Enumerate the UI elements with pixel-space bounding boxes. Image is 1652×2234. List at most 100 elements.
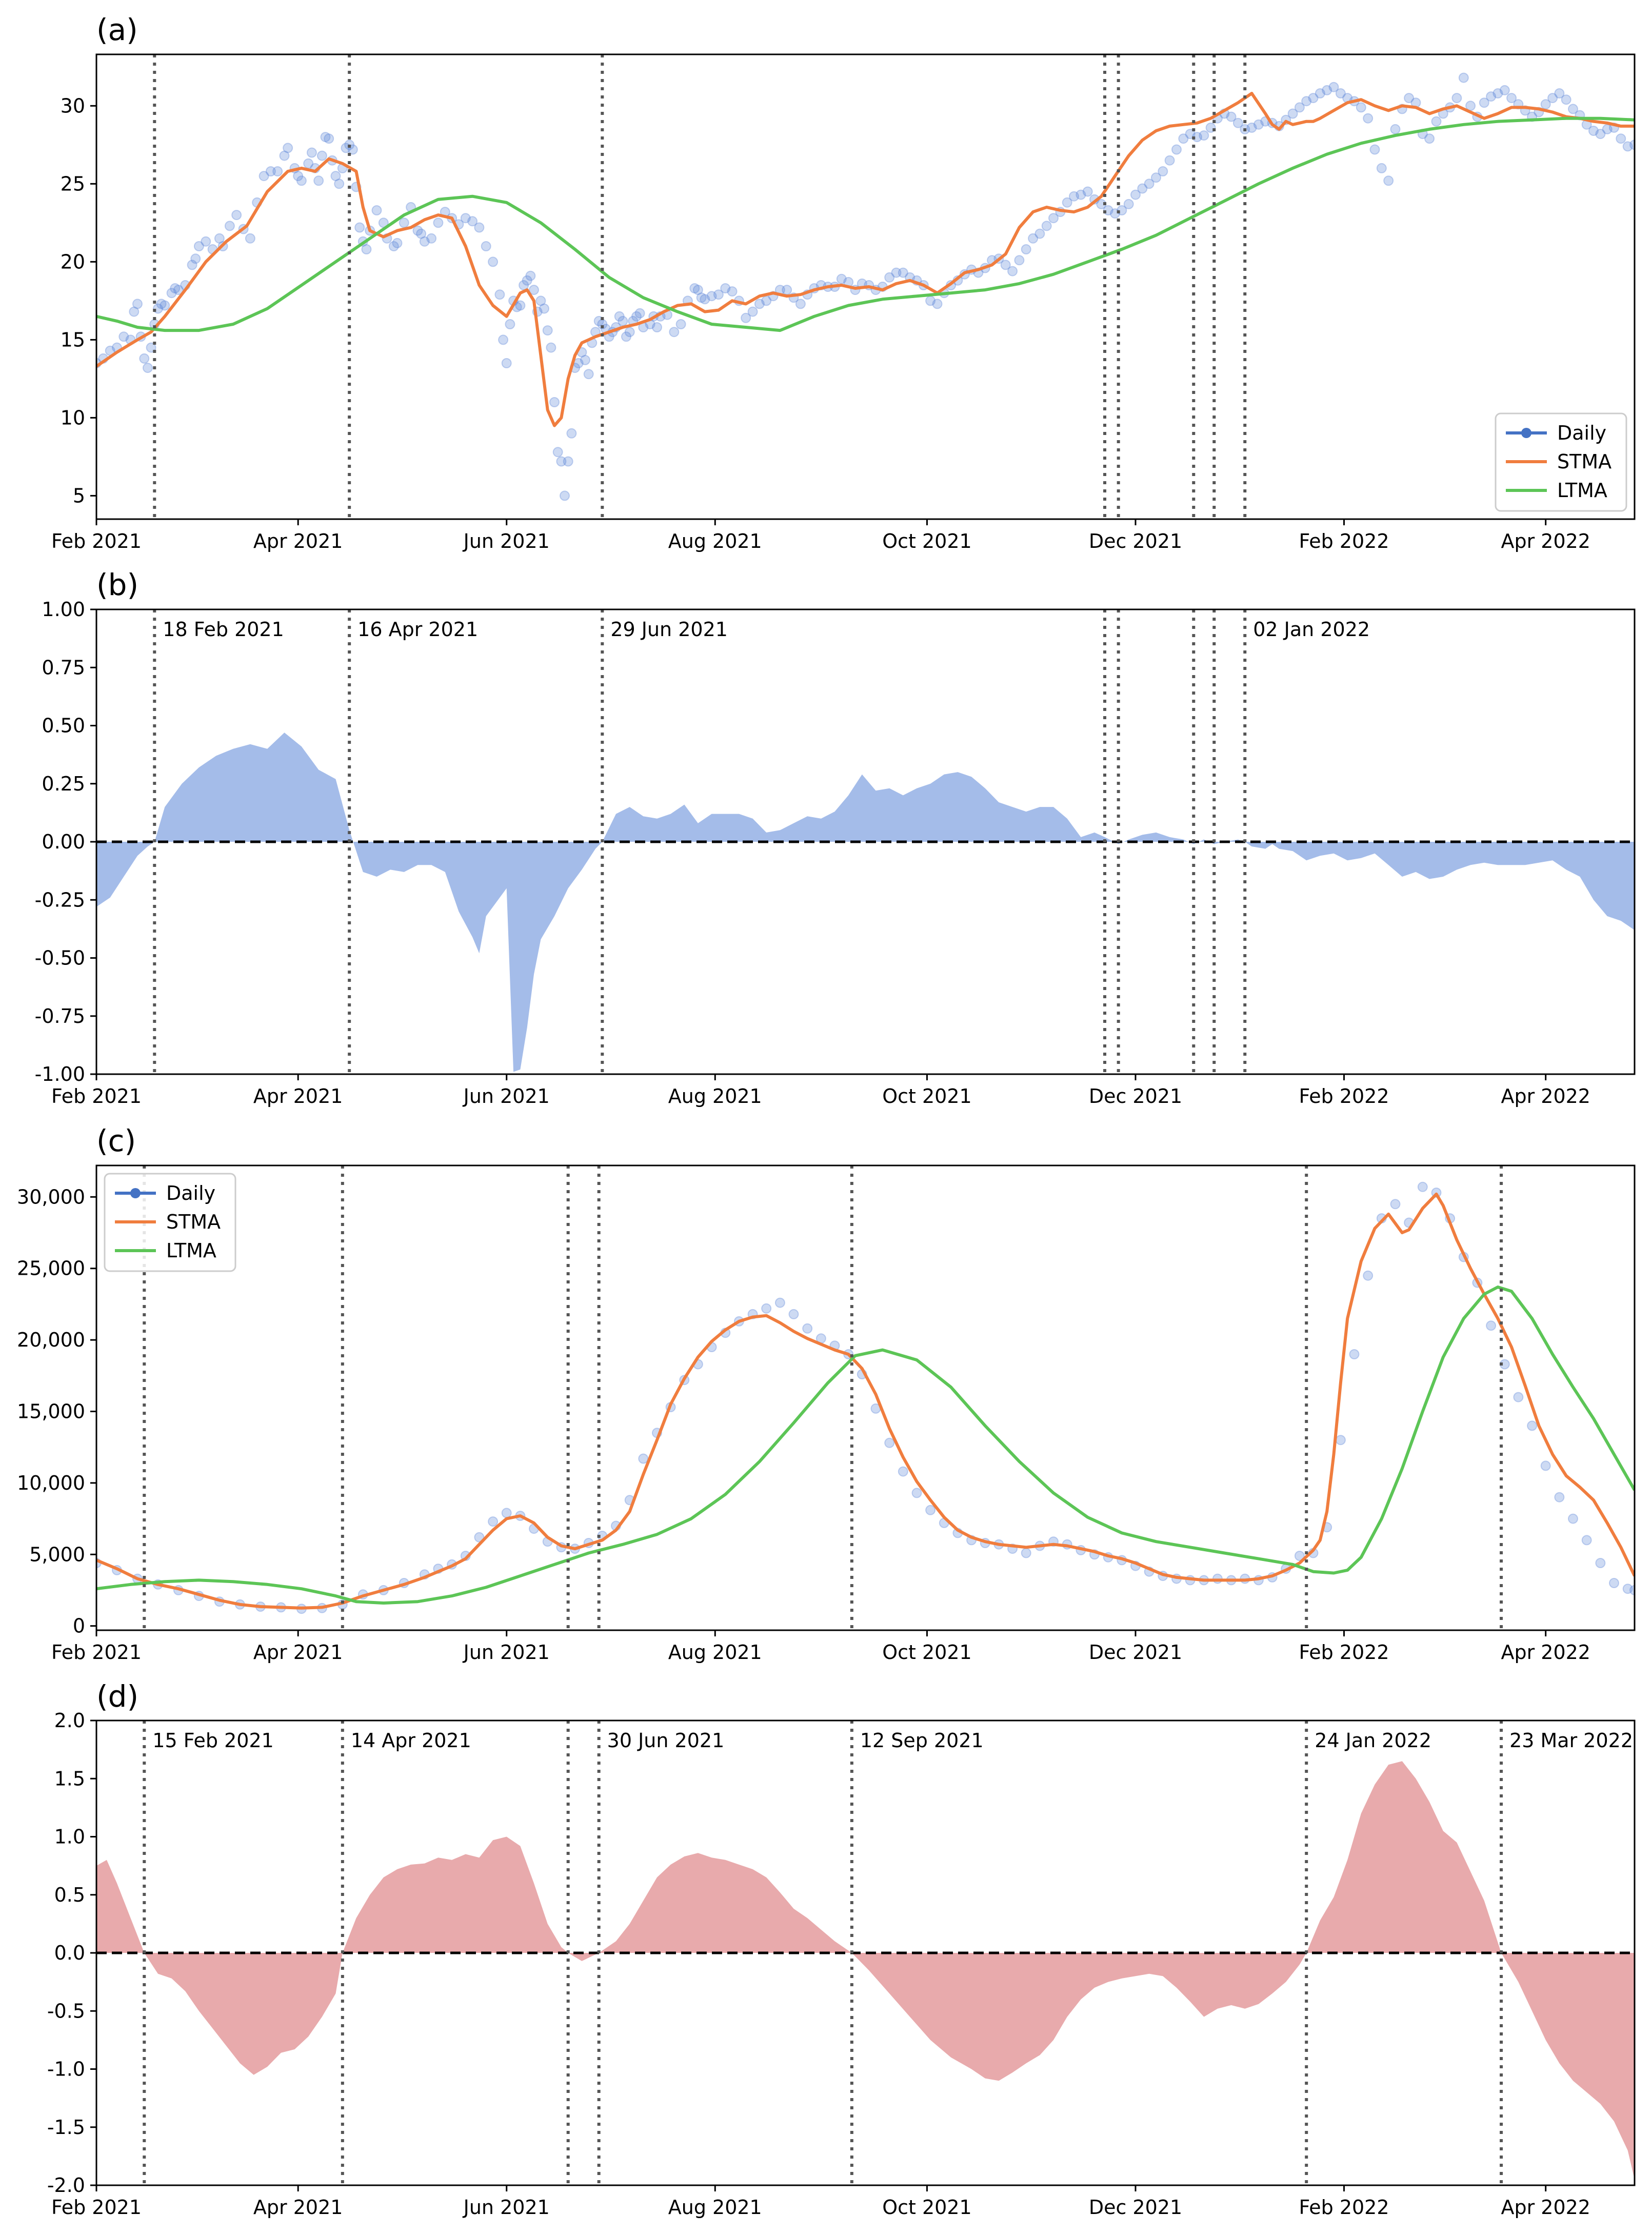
daily-point <box>631 311 642 322</box>
daily-point <box>501 358 512 368</box>
daily-point <box>313 175 324 186</box>
daily-point <box>1547 93 1558 104</box>
daily-point <box>1335 1435 1346 1446</box>
break-date-label: 24 Jan 2022 <box>1315 1729 1431 1752</box>
daily-point <box>201 236 211 247</box>
daily-point <box>1041 221 1052 231</box>
daily-point <box>689 283 700 293</box>
x-tick-label: Jun 2021 <box>463 2196 550 2219</box>
y-tick-label: 30,000 <box>17 1185 85 1208</box>
daily-point <box>1294 102 1305 113</box>
daily-point <box>283 143 293 153</box>
daily-point <box>265 166 276 176</box>
daily-point <box>1629 140 1635 150</box>
daily-point <box>1390 1199 1401 1210</box>
x-tick-label: Feb 2022 <box>1299 2196 1389 2219</box>
daily-point <box>474 1532 485 1543</box>
daily-point <box>546 342 556 353</box>
daily-point <box>898 1466 908 1477</box>
y-tick-label: -0.75 <box>35 1005 85 1027</box>
x-tick-label: Oct 2021 <box>882 1641 972 1664</box>
daily-point <box>1499 85 1510 95</box>
daily-point <box>460 213 471 224</box>
daily-point <box>1431 116 1442 127</box>
x-tick-label: Feb 2021 <box>51 1641 142 1664</box>
daily-point <box>426 233 437 244</box>
series-line-ltma <box>96 116 1635 332</box>
daily-point <box>1349 1349 1360 1359</box>
daily-point <box>118 331 129 342</box>
daily-point <box>296 175 307 186</box>
daily-point <box>1595 129 1606 140</box>
break-date-label: 23 Mar 2022 <box>1509 1729 1633 1752</box>
daily-point <box>1294 1551 1305 1561</box>
daily-point <box>190 253 201 264</box>
break-date-label: 14 Apr 2021 <box>351 1729 471 1752</box>
y-tick-label: 1.5 <box>54 1767 85 1790</box>
daily-point <box>1629 1585 1635 1595</box>
y-tick-label: 0.50 <box>42 715 85 737</box>
daily-point <box>1554 1492 1565 1502</box>
series-daily <box>96 1181 1635 1614</box>
daily-point <box>652 322 662 332</box>
daily-point <box>494 289 505 300</box>
daily-point <box>836 273 847 284</box>
daily-point <box>1253 119 1264 130</box>
daily-point <box>624 327 635 338</box>
daily-point <box>330 171 341 182</box>
x-tick-label: Feb 2022 <box>1299 1641 1389 1664</box>
x-tick-label: Apr 2021 <box>253 530 343 552</box>
break-date-label: 29 Jun 2021 <box>610 618 728 641</box>
y-tick-label: -0.25 <box>35 888 85 911</box>
daily-point <box>399 218 409 228</box>
daily-point <box>634 308 645 319</box>
y-tick-label: 25 <box>61 172 85 195</box>
break-date-label: 16 Apr 2021 <box>357 618 478 641</box>
daily-point <box>774 1297 785 1308</box>
x-tick-label: Aug 2021 <box>668 530 762 552</box>
panel-b: (b) 18 Feb 2021 16 Apr 2021 29 Jun 2021 02 … <box>35 567 1636 1108</box>
daily-point <box>1363 113 1374 124</box>
x-tick-label: Oct 2021 <box>882 530 972 552</box>
x-tick-label: Apr 2022 <box>1501 1641 1590 1664</box>
x-tick-label: Jun 2021 <box>463 1641 550 1664</box>
daily-point <box>925 1505 936 1515</box>
panel-label-d: (d) <box>96 1679 138 1714</box>
daily-point <box>334 179 345 189</box>
daily-point <box>474 222 485 233</box>
daily-point <box>1322 85 1332 95</box>
daily-point <box>1082 186 1093 197</box>
daily-point <box>761 1303 772 1314</box>
axes-frame <box>95 53 1636 520</box>
series-daily <box>96 72 1635 501</box>
daily-point <box>1301 96 1312 107</box>
daily-point <box>388 241 399 251</box>
daily-point <box>556 456 567 467</box>
daily-point <box>884 272 895 283</box>
plot-area <box>96 1761 1635 2180</box>
daily-point <box>467 216 478 227</box>
daily-point <box>498 334 509 345</box>
daily-point <box>1376 163 1387 173</box>
daily-point <box>563 456 573 467</box>
y-tick-label: 15,000 <box>17 1400 85 1422</box>
daily-point <box>1486 1320 1497 1331</box>
daily-point <box>1151 172 1161 183</box>
daily-point <box>1123 199 1134 209</box>
daily-point <box>1246 122 1257 133</box>
daily-point <box>1486 91 1497 102</box>
daily-point <box>170 283 181 293</box>
legend-label: Daily <box>166 1182 215 1204</box>
x-tick-label: Apr 2022 <box>1501 530 1590 552</box>
daily-point <box>1492 88 1503 98</box>
daily-point <box>173 285 184 295</box>
daily-point <box>1568 104 1578 114</box>
legend: Daily STMA LTMA <box>1495 412 1627 512</box>
daily-point <box>129 306 140 317</box>
daily-point <box>1069 191 1079 202</box>
plot-area <box>96 72 1635 501</box>
daily-point <box>638 1453 649 1464</box>
x-tick-label: Jun 2021 <box>463 530 550 552</box>
daily-point <box>529 285 539 295</box>
y-tick-label: 10,000 <box>17 1472 85 1494</box>
